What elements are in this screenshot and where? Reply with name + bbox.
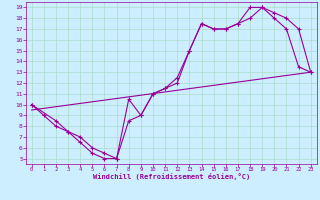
X-axis label: Windchill (Refroidissement éolien,°C): Windchill (Refroidissement éolien,°C)	[92, 173, 250, 180]
